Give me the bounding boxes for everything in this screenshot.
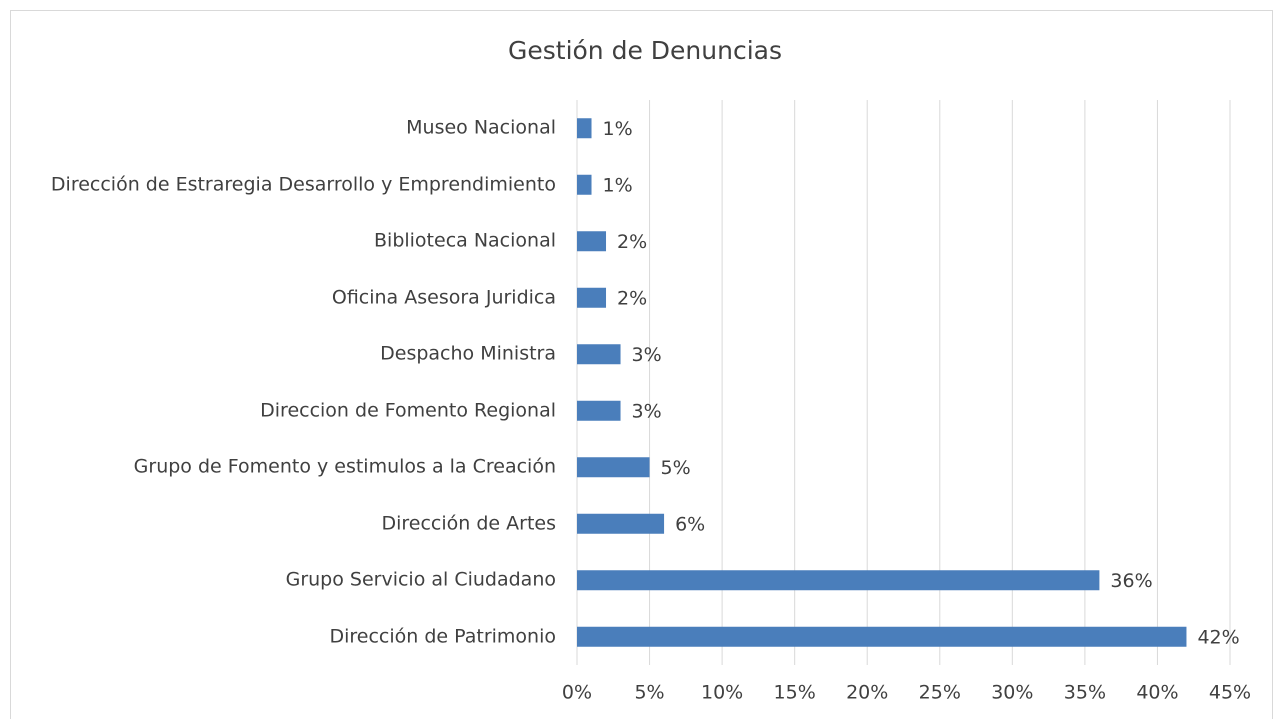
bar bbox=[577, 118, 592, 139]
bar bbox=[577, 457, 650, 478]
data-label: 36% bbox=[1110, 570, 1152, 592]
x-tick-label: 5% bbox=[634, 682, 664, 704]
y-tick-label: Grupo de Fomento y estimulos a la Creaci… bbox=[133, 455, 556, 478]
bar bbox=[577, 513, 665, 534]
y-tick-label: Museo Nacional bbox=[406, 116, 556, 139]
data-label: 6% bbox=[675, 513, 705, 535]
x-tick-label: 40% bbox=[1136, 682, 1178, 704]
x-tick-label: 35% bbox=[1064, 682, 1106, 704]
y-tick-label: Dirección de Estraregia Desarrollo y Emp… bbox=[50, 173, 556, 196]
chart-border bbox=[10, 10, 1273, 719]
data-label: 1% bbox=[603, 118, 633, 140]
x-tick-label: 0% bbox=[562, 682, 592, 704]
y-tick-label: Dirección de Patrimonio bbox=[329, 625, 556, 648]
data-label: 2% bbox=[617, 287, 647, 309]
data-label: 5% bbox=[661, 457, 691, 479]
data-label: 42% bbox=[1197, 626, 1239, 648]
bar bbox=[577, 231, 607, 252]
y-tick-label: Oficina Asesora Juridica bbox=[331, 286, 556, 309]
y-tick-label: Despacho Ministra bbox=[380, 342, 556, 365]
x-tick-label: 45% bbox=[1209, 682, 1251, 704]
bar bbox=[577, 400, 621, 421]
bar bbox=[577, 344, 621, 365]
x-tick-label: 30% bbox=[991, 682, 1033, 704]
bar bbox=[577, 174, 592, 195]
chart-title: Gestión de Denuncias bbox=[508, 36, 782, 65]
data-label: 3% bbox=[632, 344, 662, 366]
bar bbox=[577, 287, 607, 308]
bar bbox=[577, 626, 1187, 647]
x-tick-label: 15% bbox=[774, 682, 816, 704]
data-label: 2% bbox=[617, 231, 647, 253]
y-tick-label: Biblioteca Nacional bbox=[374, 229, 556, 252]
data-label: 3% bbox=[632, 400, 662, 422]
x-tick-label: 25% bbox=[919, 682, 961, 704]
x-tick-label: 10% bbox=[701, 682, 743, 704]
y-tick-label: Direccion de Fomento Regional bbox=[260, 399, 556, 422]
data-label: 1% bbox=[603, 174, 633, 196]
x-tick-label: 20% bbox=[846, 682, 888, 704]
y-tick-label: Dirección de Artes bbox=[381, 512, 556, 535]
y-tick-label: Grupo Servicio al Ciudadano bbox=[285, 568, 556, 591]
bar bbox=[577, 570, 1100, 591]
